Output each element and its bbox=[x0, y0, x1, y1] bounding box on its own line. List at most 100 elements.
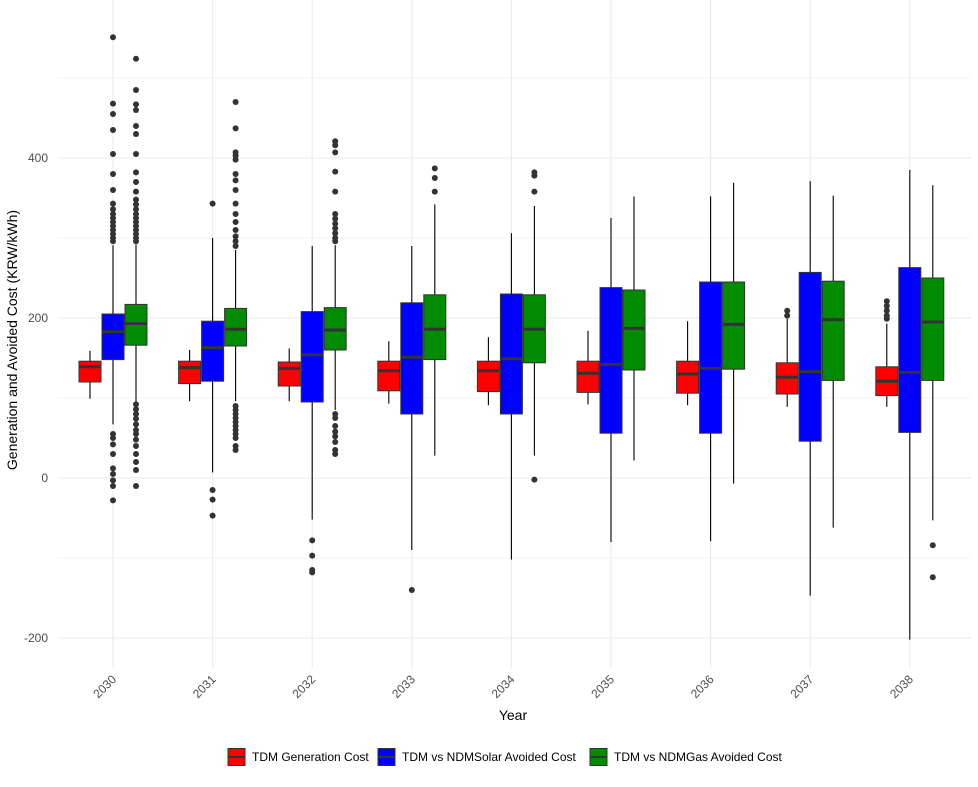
outlier-point bbox=[209, 487, 216, 493]
x-axis-title: Year bbox=[499, 707, 528, 723]
outlier-point bbox=[133, 436, 139, 443]
outlier-point bbox=[110, 187, 116, 193]
box-body bbox=[499, 293, 523, 415]
outlier-point bbox=[133, 211, 139, 217]
y-tick-label: 0 bbox=[41, 471, 48, 485]
box-2038-series-0 bbox=[875, 298, 899, 407]
outlier-point bbox=[332, 211, 339, 217]
outlier-point bbox=[133, 483, 139, 489]
outlier-point bbox=[232, 177, 239, 184]
outlier-point bbox=[232, 187, 239, 193]
outlier-point bbox=[232, 171, 239, 177]
outlier-point bbox=[133, 188, 139, 195]
outlier-point bbox=[332, 230, 339, 237]
box-2035-series-2 bbox=[622, 196, 646, 461]
outlier-point bbox=[332, 188, 339, 195]
outlier-point bbox=[431, 175, 438, 181]
box-2030-series-0 bbox=[78, 350, 102, 399]
box-2031-series-0 bbox=[178, 350, 202, 402]
outlier-point bbox=[232, 125, 239, 132]
x-tick-label: 2037 bbox=[788, 672, 817, 701]
box-2031-series-2 bbox=[224, 99, 248, 453]
outlier-point bbox=[332, 215, 339, 222]
outlier-point bbox=[232, 99, 239, 105]
y-tick-label: -200 bbox=[24, 631, 48, 645]
outlier-point bbox=[332, 168, 339, 175]
box-body bbox=[921, 277, 945, 381]
outlier-point bbox=[929, 574, 936, 581]
outlier-point bbox=[133, 196, 139, 203]
outlier-point bbox=[133, 131, 139, 137]
box-2030-series-2 bbox=[124, 55, 148, 489]
x-tick-label: 2038 bbox=[887, 672, 916, 701]
box-2037-series-0 bbox=[775, 307, 799, 407]
outlier-point bbox=[332, 439, 339, 445]
x-tick-label: 2035 bbox=[588, 672, 617, 701]
box-2033-series-0 bbox=[377, 341, 401, 404]
outlier-point bbox=[232, 227, 239, 233]
outlier-point bbox=[232, 200, 239, 207]
box-2036-series-1 bbox=[699, 196, 723, 542]
outlier-point bbox=[110, 431, 116, 437]
outlier-point bbox=[332, 411, 339, 417]
y-tick-label: 200 bbox=[28, 311, 48, 325]
outlier-point bbox=[531, 476, 538, 483]
outlier-point bbox=[133, 179, 139, 185]
outlier-point bbox=[110, 127, 116, 133]
box-body bbox=[178, 360, 202, 385]
outlier-point bbox=[133, 406, 139, 413]
outlier-point bbox=[531, 188, 538, 195]
outlier-point bbox=[133, 151, 139, 157]
outlier-point bbox=[110, 441, 116, 448]
box-body bbox=[599, 287, 623, 434]
box-body bbox=[676, 360, 700, 394]
outlier-point bbox=[110, 451, 116, 457]
box-body bbox=[277, 361, 301, 387]
box-series bbox=[78, 34, 945, 640]
outlier-point bbox=[110, 465, 116, 472]
box-body bbox=[622, 289, 646, 371]
box-2038-series-1 bbox=[898, 170, 922, 640]
outlier-point bbox=[133, 101, 139, 108]
outlier-point bbox=[332, 220, 339, 227]
axis-labels: -200 0 200 400 2030 2031 2032 2033 2034 2035 2036 2… bbox=[24, 151, 916, 701]
outlier-point bbox=[232, 403, 239, 409]
outlier-point bbox=[209, 200, 216, 207]
box-2036-series-0 bbox=[676, 321, 700, 406]
outlier-point bbox=[332, 138, 339, 145]
box-2037-series-2 bbox=[821, 195, 845, 528]
outlier-point bbox=[110, 497, 116, 504]
outlier-point bbox=[133, 411, 139, 417]
box-body bbox=[423, 294, 447, 361]
outlier-point bbox=[133, 201, 139, 208]
outlier-point bbox=[332, 149, 339, 156]
outlier-point bbox=[309, 552, 316, 559]
outlier-point bbox=[408, 587, 415, 593]
x-tick-label: 2033 bbox=[389, 672, 418, 701]
outlier-point bbox=[133, 107, 139, 113]
box-body bbox=[821, 280, 845, 381]
outlier-point bbox=[110, 211, 116, 217]
y-tick-label: 400 bbox=[28, 151, 48, 165]
box-body bbox=[201, 320, 225, 382]
outlier-point bbox=[133, 55, 139, 62]
outlier-point bbox=[929, 542, 936, 549]
box-body bbox=[476, 360, 500, 393]
outlier-point bbox=[133, 123, 139, 129]
legend-label: TDM vs NDMSolar Avoided Cost bbox=[402, 750, 576, 764]
box-2033-series-2 bbox=[423, 165, 447, 456]
outlier-point bbox=[110, 200, 116, 207]
outlier-point bbox=[431, 188, 438, 195]
x-tick-label: 2032 bbox=[290, 672, 319, 701]
outlier-point bbox=[110, 206, 116, 213]
box-2038-series-2 bbox=[921, 185, 945, 581]
legend-item-0: TDM Generation Cost bbox=[227, 748, 369, 766]
outlier-point bbox=[209, 512, 216, 519]
box-body bbox=[300, 311, 324, 403]
box-2032-series-0 bbox=[277, 348, 301, 402]
box-2034-series-0 bbox=[476, 337, 500, 406]
outlier-point bbox=[883, 298, 890, 305]
outlier-point bbox=[133, 467, 139, 473]
box-2033-series-1 bbox=[400, 246, 424, 593]
